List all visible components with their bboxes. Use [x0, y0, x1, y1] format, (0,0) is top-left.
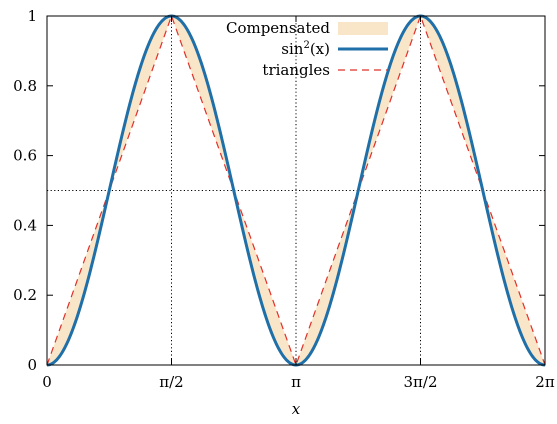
x-tick-label: 0 [42, 373, 52, 391]
legend-label-sin2x-arg: (x) [310, 40, 330, 58]
legend-label-compensated: Compensated [226, 19, 330, 37]
legend-label-sin2x-main: sin [281, 40, 303, 58]
reference-lines [47, 16, 545, 365]
y-tick-label: 0.6 [13, 147, 37, 165]
x-tick-label: π/2 [159, 373, 183, 391]
legend-label-triangles: triangles [262, 61, 330, 79]
y-tick-label: 0 [27, 356, 37, 374]
y-tick-label: 0.2 [13, 286, 37, 304]
x-tick-label: 3π/2 [404, 373, 438, 391]
legend-swatch-compensated [338, 22, 388, 35]
axis-ticks: 0 π/2 π 3π/2 2π 0 0.2 0.4 0.6 0.8 1 [13, 7, 555, 391]
legend: Compensated sin2(x) triangles [226, 19, 388, 79]
legend-label-sin2x-sup: 2 [303, 40, 309, 51]
x-axis-label: x [292, 400, 301, 418]
y-tick-label: 0.8 [13, 77, 37, 95]
legend-label-sin2x: sin2(x) [281, 40, 330, 58]
x-tick-label: 2π [535, 373, 555, 391]
y-tick-label: 1 [27, 7, 37, 25]
x-tick-label: π [291, 373, 301, 391]
y-tick-label: 0.4 [13, 216, 37, 234]
